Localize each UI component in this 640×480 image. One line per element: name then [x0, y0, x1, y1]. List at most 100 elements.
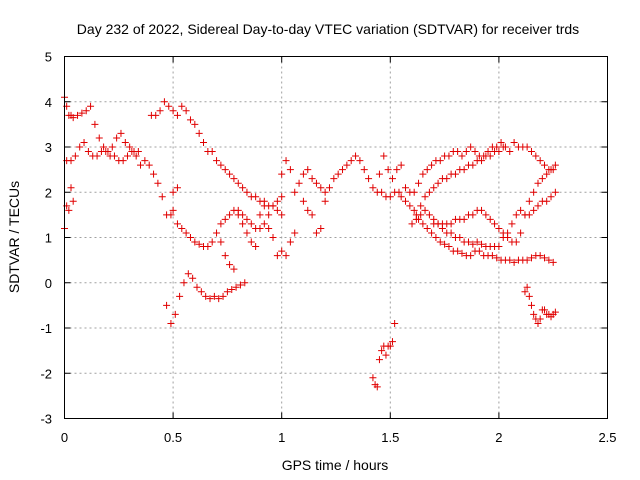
data-point: [256, 211, 264, 219]
data-point: [343, 161, 351, 169]
data-point: [388, 338, 396, 346]
data-point: [508, 220, 516, 228]
data-point: [445, 243, 453, 251]
data-point: [495, 224, 503, 232]
data-point: [78, 109, 86, 117]
data-point: [356, 157, 364, 165]
data-point: [456, 234, 464, 241]
series-track-p: [521, 283, 559, 327]
data-point: [150, 170, 158, 178]
series-track-i: [299, 197, 329, 237]
data-point: [510, 138, 518, 146]
data-point: [321, 188, 329, 196]
series-track-f: [163, 270, 249, 327]
data-point: [299, 197, 307, 205]
series-track-m: [408, 188, 559, 251]
data-point: [213, 229, 221, 237]
data-point: [160, 98, 168, 106]
data-point: [541, 161, 549, 169]
y-tick-labels: -3 -2 -1 0 1 2 3 4 5: [40, 50, 52, 427]
series-track-h: [278, 152, 403, 201]
data-point: [410, 206, 418, 214]
data-point: [421, 193, 429, 201]
data-point: [534, 319, 542, 327]
data-point: [445, 152, 453, 160]
series-track-e: [169, 193, 286, 251]
data-point: [391, 319, 399, 327]
data-point: [536, 315, 544, 323]
data-point: [295, 179, 303, 187]
data-point: [191, 238, 199, 246]
data-point: [495, 148, 503, 156]
data-point: [156, 107, 164, 115]
data-point: [334, 170, 342, 178]
data-point: [239, 220, 247, 228]
data-point: [382, 351, 390, 359]
data-point: [441, 240, 449, 248]
data-point: [493, 143, 501, 151]
series-track-g: [217, 202, 299, 273]
x-tick-labels: 0 0.5 1 1.5 2 2.5: [61, 430, 617, 445]
y-tick-label: 2: [45, 185, 52, 200]
x-tick-label: 0: [61, 430, 68, 445]
data-point: [469, 211, 477, 219]
data-point: [443, 175, 451, 183]
data-point: [402, 197, 410, 205]
data-point: [273, 252, 281, 260]
data-point: [91, 120, 99, 128]
data-point: [208, 238, 216, 246]
data-point: [230, 175, 238, 183]
data-point: [467, 143, 475, 151]
data-point: [412, 211, 420, 219]
data-point: [178, 102, 186, 110]
data-point: [121, 138, 129, 146]
data-point: [325, 184, 333, 192]
data-point: [460, 215, 468, 223]
data-point: [145, 161, 153, 169]
series-track-o: [412, 143, 507, 219]
data-point: [425, 211, 433, 219]
series-track-k: [375, 138, 557, 196]
data-point: [217, 161, 225, 169]
y-tick-label: -2: [40, 366, 52, 381]
data-point: [202, 292, 210, 300]
series-track-b: [61, 93, 142, 156]
data-point: [493, 254, 501, 262]
data-point: [458, 249, 466, 257]
x-tick-label: 1.5: [381, 430, 399, 445]
data-point: [173, 184, 181, 192]
x-tick-label: 1: [278, 430, 285, 445]
data-point: [154, 179, 162, 187]
data-point: [543, 197, 551, 205]
data-point: [195, 129, 203, 137]
data-point: [475, 247, 483, 255]
data-point: [87, 102, 95, 110]
data-points: [61, 93, 559, 391]
data-point: [317, 224, 325, 232]
data-point: [167, 319, 175, 327]
data-point: [195, 240, 203, 248]
data-point: [525, 197, 533, 205]
data-point: [247, 220, 255, 228]
data-point: [117, 129, 125, 137]
data-point: [417, 202, 425, 210]
data-point: [286, 166, 294, 174]
data-point: [234, 179, 242, 187]
data-point: [69, 197, 77, 205]
series-track-l: [397, 193, 557, 266]
data-point: [375, 170, 383, 178]
data-point: [169, 107, 177, 115]
data-point: [219, 292, 227, 300]
y-tick-label: 5: [45, 50, 52, 65]
data-point: [467, 252, 475, 260]
data-point: [221, 215, 229, 223]
data-point: [230, 265, 238, 273]
data-point: [378, 188, 386, 196]
data-point: [525, 292, 533, 300]
data-point: [169, 188, 177, 196]
data-point: [484, 148, 492, 156]
data-point: [549, 258, 557, 266]
data-point: [499, 143, 507, 151]
data-point: [167, 211, 175, 219]
